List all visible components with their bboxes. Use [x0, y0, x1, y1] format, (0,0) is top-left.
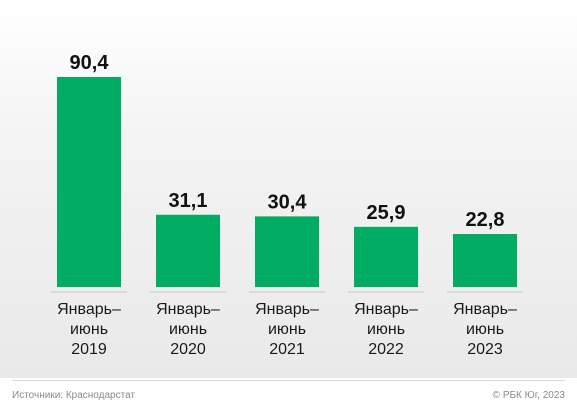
tick-label-0-1: июнь: [70, 321, 108, 338]
tick-label-0-2: 2019: [71, 341, 107, 358]
value-label-2: 30,4: [268, 191, 308, 213]
value-label-1: 31,1: [169, 190, 208, 212]
tick-label-0-0: Январь–: [57, 301, 121, 318]
tick-label-1-2: 2020: [170, 341, 206, 358]
bar-0: [57, 77, 121, 287]
bar-chart: 90,4 Январь– июнь 2019 31,1 Январь– июнь 2020 30…: [51, 52, 523, 358]
bar-3: [354, 226, 418, 287]
footer-divider: [12, 380, 565, 381]
tick-label-4-2: 2023: [467, 341, 503, 358]
tick-label-4-0: Январь–: [453, 301, 517, 318]
value-label-0: 90,4: [70, 52, 110, 74]
value-label-3: 25,9: [367, 202, 406, 224]
bar-4: [453, 234, 517, 287]
tick-label-2-0: Январь–: [255, 301, 319, 318]
bar-1: [156, 214, 220, 287]
tick-label-3-1: июнь: [367, 321, 405, 338]
copyright-credit: © РБК Юг, 2023: [492, 390, 565, 401]
tick-label-1-1: июнь: [169, 321, 207, 338]
bar-2: [255, 216, 319, 287]
tick-label-1-0: Январь–: [156, 301, 220, 318]
tick-label-2-1: июнь: [268, 321, 306, 338]
tick-label-4-1: июнь: [466, 321, 504, 338]
tick-label-2-2: 2021: [269, 341, 305, 358]
tick-label-3-2: 2022: [368, 341, 404, 358]
source-note: Источники: Краснодарстат: [12, 390, 135, 401]
tick-label-3-0: Январь–: [354, 301, 418, 318]
value-label-4: 22,8: [466, 209, 505, 231]
